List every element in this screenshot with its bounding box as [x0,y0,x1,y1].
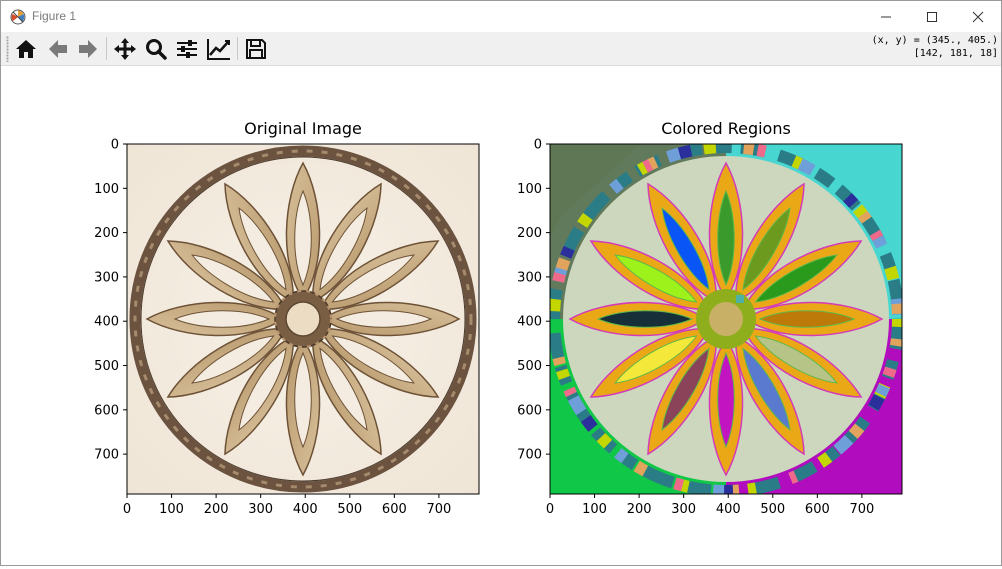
x-tick-label-right: 300 [671,502,696,517]
y-tick-label-left: 600 [94,403,119,418]
figure-canvas[interactable]: Original Image [1,66,1001,565]
y-tick-label-left: 400 [94,315,119,330]
subplot-colored-regions: Colored Regions [517,119,903,518]
y-tick-label-right: 0 [534,138,542,153]
axes-frame-left [126,143,480,495]
minimize-button[interactable] [863,1,909,32]
x-tick-label-left: 700 [426,502,451,517]
original-image [127,144,479,494]
y-tick-label-right: 300 [517,270,542,285]
x-tick-label-right: 500 [760,502,785,517]
title-bar: Figure 1 [1,1,1001,32]
y-tick-label-right: 400 [517,315,542,330]
minimize-icon [881,16,891,17]
floppy-icon [246,38,266,59]
edit-axis-button[interactable] [205,35,233,62]
pan-button[interactable] [111,35,139,62]
subplot-original-image: Original Image [94,119,480,518]
y-tick-label-left: 500 [94,359,119,374]
y-tick-label-left: 0 [111,138,119,153]
save-button[interactable] [242,35,270,62]
x-tick-label-left: 300 [248,502,273,517]
y-tick-label-right: 600 [517,403,542,418]
y-tick-label-left: 100 [94,182,119,197]
close-icon [972,11,984,22]
toolbar-separator [106,37,107,60]
x-tick-label-left: 600 [382,502,407,517]
home-icon [16,39,36,58]
x-tick-label-right: 100 [582,502,607,517]
sliders-icon [177,39,197,58]
y-tick-label-right: 100 [517,182,542,197]
line-chart-icon [207,38,230,60]
matplotlib-logo-icon [10,9,26,25]
maximize-button[interactable] [909,1,955,32]
y-tick-label-left: 200 [94,226,119,241]
maximize-icon [927,11,937,22]
cursor-coordinates: (x, y) = (345., 405.) [142, 181, 18] [872,34,998,60]
x-tick-label-left: 100 [159,502,184,517]
y-tick-label-left: 700 [94,448,119,463]
figure-svg: Original Image [94,119,903,518]
subplot-title-colored: Colored Regions [661,119,791,138]
x-tick-label-left: 500 [337,502,362,517]
coords-pixel-value: [142, 181, 18] [913,48,998,59]
window-title: Figure 1 [32,9,77,23]
zoom-button[interactable] [142,35,170,62]
y-tick-label-right: 500 [517,359,542,374]
configure-subplots-button[interactable] [173,35,201,62]
subplot-title-original: Original Image [244,119,362,138]
x-tick-label-right: 200 [627,502,652,517]
x-tick-label-right: 700 [849,502,874,517]
axes-frame-right [549,143,903,495]
arrow-left-icon [49,39,67,58]
toolbar-grip[interactable] [6,36,9,62]
x-tick-label-left: 0 [123,502,131,517]
axis-ticks-left: 0 100 200 300 400 500 600 700 0 100 200 300 400 500 60… [94,138,451,518]
x-tick-label-right: 400 [716,502,741,517]
y-tick-label-left: 300 [94,270,119,285]
magnifier-icon [146,38,167,60]
move-icon [114,37,136,60]
back-button[interactable] [44,35,72,62]
x-tick-label-right: 600 [805,502,830,517]
y-tick-label-right: 700 [517,448,542,463]
arrow-right-icon [79,39,97,58]
navigation-toolbar: (x, y) = (345., 405.) [142, 181, 18] [1,32,1001,66]
x-tick-label-left: 200 [204,502,229,517]
home-button[interactable] [12,35,40,62]
x-tick-label-right: 0 [546,502,554,517]
close-button[interactable] [955,1,1001,32]
y-tick-label-right: 200 [517,226,542,241]
toolbar-separator [237,37,238,60]
x-tick-label-left: 400 [293,502,318,517]
coords-xy: (x, y) = (345., 405.) [871,35,998,46]
colored-regions-image [550,144,902,494]
forward-button[interactable] [74,35,102,62]
axis-ticks-right: 0 100 200 300 400 500 600 700 0 100 200 300 400 500 60… [517,138,874,518]
